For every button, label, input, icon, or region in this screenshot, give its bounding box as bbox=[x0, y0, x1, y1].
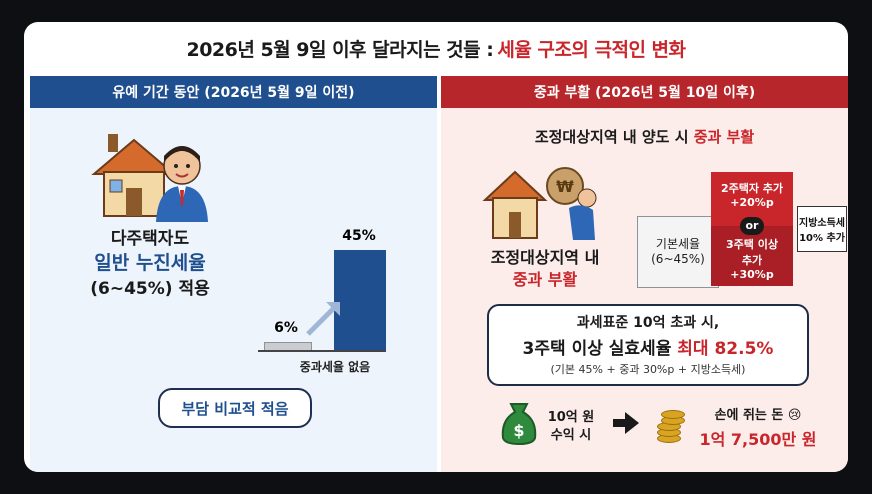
burden-text: 부담 비교적 적음 bbox=[181, 399, 289, 418]
mid-label-3: +30%p bbox=[730, 268, 774, 281]
top-label-1: 2주택자 추가 bbox=[720, 182, 784, 195]
infographic-card: 2026년 5월 9일 이후 달라지는 것들 : 세율 구조의 극적인 변화 유… bbox=[24, 22, 848, 472]
right-panel: 중과 부활 (2026년 5월 10일 이후) 조정대상지역 내 양도 시 중과… bbox=[441, 76, 848, 472]
result-line-2: 1억 7,500만 원 bbox=[699, 430, 817, 449]
headline-red: 중과 부활 bbox=[693, 128, 755, 146]
left-text-3: (6~45%) 적용 bbox=[90, 279, 210, 299]
burden-bubble: 부담 비교적 적음 bbox=[158, 388, 312, 428]
high-rate-label: 45% bbox=[342, 228, 376, 244]
arrow-right-icon bbox=[613, 412, 639, 434]
trend-arrow-icon bbox=[306, 302, 340, 336]
money-bag-sign: ₩ bbox=[556, 177, 574, 196]
panel-divider bbox=[437, 76, 441, 472]
income-line-2: 수익 시 bbox=[550, 428, 592, 443]
mid-label-2: 추가 bbox=[741, 254, 763, 267]
left-band-header: 유예 기간 동안 (2026년 5월 9일 이전) bbox=[30, 76, 437, 108]
right-headline: 조정대상지역 내 양도 시 중과 부활 bbox=[441, 126, 848, 147]
income-line-1: 10억 원 bbox=[547, 410, 595, 425]
base-label-1: 기본세율 bbox=[655, 237, 701, 251]
local-tax-note: 지방소득세 10% 추가 bbox=[797, 206, 847, 252]
chart-baseline bbox=[258, 350, 386, 352]
dollar-sign: $ bbox=[513, 421, 524, 440]
box-line-2: 3주택 이상 실효세율 최대 82.5% bbox=[489, 334, 807, 359]
three-home-surcharge-block: 3주택 이상 추가 +30%p bbox=[711, 226, 793, 286]
result-text: 손에 쥐는 돈 bbox=[714, 408, 784, 423]
mid-label-1: 3주택 이상 bbox=[726, 238, 778, 251]
left-text-1: 다주택자도 bbox=[110, 229, 190, 249]
left-panel: 유예 기간 동안 (2026년 5월 9일 이전) 다주택자도 일반 누진세율 … bbox=[30, 76, 437, 472]
high-rate-bar bbox=[334, 250, 386, 350]
burdened-person-icon: ₩ bbox=[482, 167, 597, 240]
money-bag-icon: $ bbox=[501, 403, 537, 446]
top-label-2: +20%p bbox=[730, 196, 774, 209]
base-label-2: (6~45%) bbox=[651, 252, 705, 266]
box-line-1: 과세표준 10억 초과 시, bbox=[576, 315, 720, 331]
title-main: 2026년 5월 9일 이후 달라지는 것들 : bbox=[186, 38, 494, 61]
local-label-1: 지방소득세 bbox=[799, 218, 845, 229]
effective-rate-box: 과세표준 10억 초과 시, 3주택 이상 실효세율 최대 82.5% (기본 … bbox=[487, 304, 809, 386]
box-line-2-prefix: 3주택 이상 실효세율 bbox=[522, 339, 672, 359]
coin-stack-icon bbox=[653, 400, 685, 444]
result-line-1: 손에 쥐는 돈 😢 bbox=[683, 404, 833, 423]
local-label-2: 10% 추가 bbox=[799, 233, 845, 244]
headline-prefix: 조정대상지역 내 양도 시 bbox=[534, 128, 689, 146]
page-title: 2026년 5월 9일 이후 달라지는 것들 : 세율 구조의 극적인 변화 bbox=[24, 22, 848, 74]
box-line-2-red: 최대 82.5% bbox=[677, 339, 774, 359]
no-surcharge-caption: 중과세율 없음 bbox=[299, 360, 371, 374]
or-badge: or bbox=[740, 217, 764, 235]
low-rate-label: 6% bbox=[274, 320, 298, 336]
title-highlight: 세율 구조의 극적인 변화 bbox=[497, 38, 686, 61]
crying-face-icon: 😢 bbox=[787, 408, 802, 423]
house-person-icon bbox=[91, 134, 208, 222]
house-line-1: 조정대상지역 내 bbox=[490, 248, 600, 267]
left-text-2: 일반 누진세율 bbox=[94, 252, 206, 274]
house-line-2: 중과 부활 bbox=[512, 270, 578, 289]
left-rate-chart: 6% 45% bbox=[258, 228, 386, 380]
box-line-3: (기본 45% + 중과 30%p + 지방소득세) bbox=[550, 363, 746, 376]
right-band-header: 중과 부활 (2026년 5월 10일 이후) bbox=[441, 76, 848, 108]
base-rate-block: 기본세율 (6~45%) bbox=[637, 216, 719, 288]
